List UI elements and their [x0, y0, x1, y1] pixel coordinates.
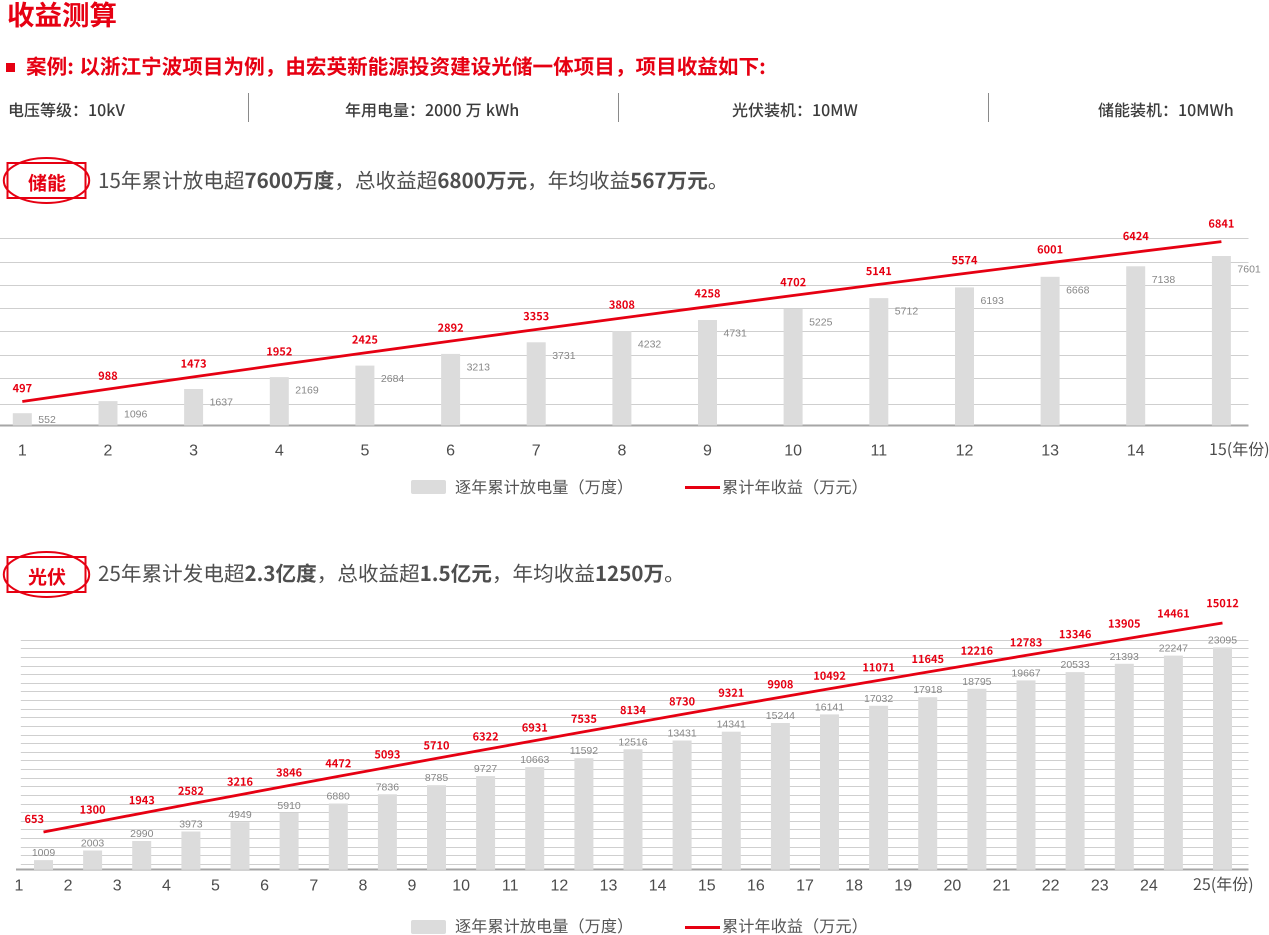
svg-text:1637: 1637 [210, 397, 234, 409]
svg-text:4: 4 [275, 442, 284, 459]
svg-text:8785: 8785 [425, 772, 449, 784]
svg-text:8: 8 [358, 877, 367, 894]
svg-text:7: 7 [309, 877, 318, 894]
svg-text:4949: 4949 [228, 809, 252, 821]
svg-text:9727: 9727 [474, 763, 498, 775]
svg-text:2684: 2684 [381, 373, 405, 385]
svg-text:19: 19 [894, 877, 912, 894]
svg-text:2: 2 [104, 442, 113, 459]
svg-text:11: 11 [502, 877, 519, 894]
svg-text:12516: 12516 [618, 736, 647, 748]
svg-text:1009: 1009 [32, 847, 56, 859]
svg-text:11592: 11592 [570, 745, 599, 757]
svg-text:14: 14 [649, 877, 667, 894]
svg-text:7836: 7836 [376, 781, 400, 793]
svg-text:6: 6 [446, 442, 455, 459]
svg-text:22247: 22247 [1159, 643, 1188, 655]
svg-text:2990: 2990 [130, 828, 154, 840]
svg-text:11: 11 [870, 442, 887, 459]
svg-text:7138: 7138 [1152, 274, 1176, 286]
svg-text:21393: 21393 [1110, 651, 1139, 663]
svg-text:9: 9 [408, 877, 417, 894]
svg-text:8: 8 [617, 442, 626, 459]
svg-text:6: 6 [260, 877, 269, 894]
svg-text:20: 20 [944, 877, 962, 894]
svg-text:5: 5 [360, 442, 369, 459]
svg-text:10: 10 [452, 877, 470, 894]
svg-text:2: 2 [64, 877, 73, 894]
svg-text:15244: 15244 [766, 710, 795, 722]
svg-text:16: 16 [747, 877, 765, 894]
svg-text:12: 12 [551, 877, 569, 894]
svg-text:13431: 13431 [667, 728, 696, 740]
svg-text:3: 3 [189, 442, 198, 459]
svg-text:4: 4 [162, 877, 171, 894]
svg-text:5712: 5712 [895, 306, 919, 318]
svg-text:19667: 19667 [1011, 667, 1040, 679]
svg-text:6193: 6193 [981, 295, 1005, 307]
svg-text:18: 18 [845, 877, 863, 894]
svg-text:13: 13 [1041, 442, 1059, 459]
svg-text:4232: 4232 [638, 339, 662, 351]
svg-text:24: 24 [1140, 877, 1158, 894]
svg-text:20533: 20533 [1060, 659, 1089, 671]
svg-text:5: 5 [211, 877, 220, 894]
svg-text:1: 1 [15, 877, 24, 894]
svg-text:18795: 18795 [962, 676, 991, 688]
svg-text:3213: 3213 [467, 361, 491, 373]
svg-text:14341: 14341 [717, 719, 746, 731]
svg-text:15: 15 [698, 877, 716, 894]
svg-text:3731: 3731 [552, 350, 576, 362]
svg-text:1096: 1096 [124, 409, 148, 421]
svg-text:22: 22 [1042, 877, 1060, 894]
svg-text:9: 9 [703, 442, 712, 459]
svg-text:5910: 5910 [277, 800, 301, 812]
svg-text:23: 23 [1091, 877, 1109, 894]
svg-text:5225: 5225 [809, 317, 833, 329]
svg-text:6668: 6668 [1066, 284, 1090, 296]
svg-text:6880: 6880 [327, 791, 351, 803]
svg-text:2003: 2003 [81, 838, 105, 850]
svg-text:3973: 3973 [179, 819, 203, 831]
svg-text:16141: 16141 [815, 701, 844, 713]
svg-text:10: 10 [784, 442, 802, 459]
svg-text:2169: 2169 [295, 385, 319, 397]
svg-text:10663: 10663 [520, 754, 549, 766]
svg-text:23095: 23095 [1208, 634, 1237, 646]
svg-text:552: 552 [38, 414, 56, 426]
svg-text:21: 21 [993, 877, 1011, 894]
svg-text:17032: 17032 [864, 693, 893, 705]
svg-text:17: 17 [796, 877, 814, 894]
svg-text:14: 14 [1127, 442, 1145, 459]
svg-text:7: 7 [532, 442, 541, 459]
svg-text:1: 1 [18, 442, 27, 459]
svg-text:3: 3 [113, 877, 122, 894]
svg-text:7601: 7601 [1237, 264, 1261, 276]
svg-text:17918: 17918 [913, 684, 942, 696]
svg-text:13: 13 [600, 877, 618, 894]
svg-text:4731: 4731 [724, 328, 748, 340]
svg-text:12: 12 [956, 442, 974, 459]
